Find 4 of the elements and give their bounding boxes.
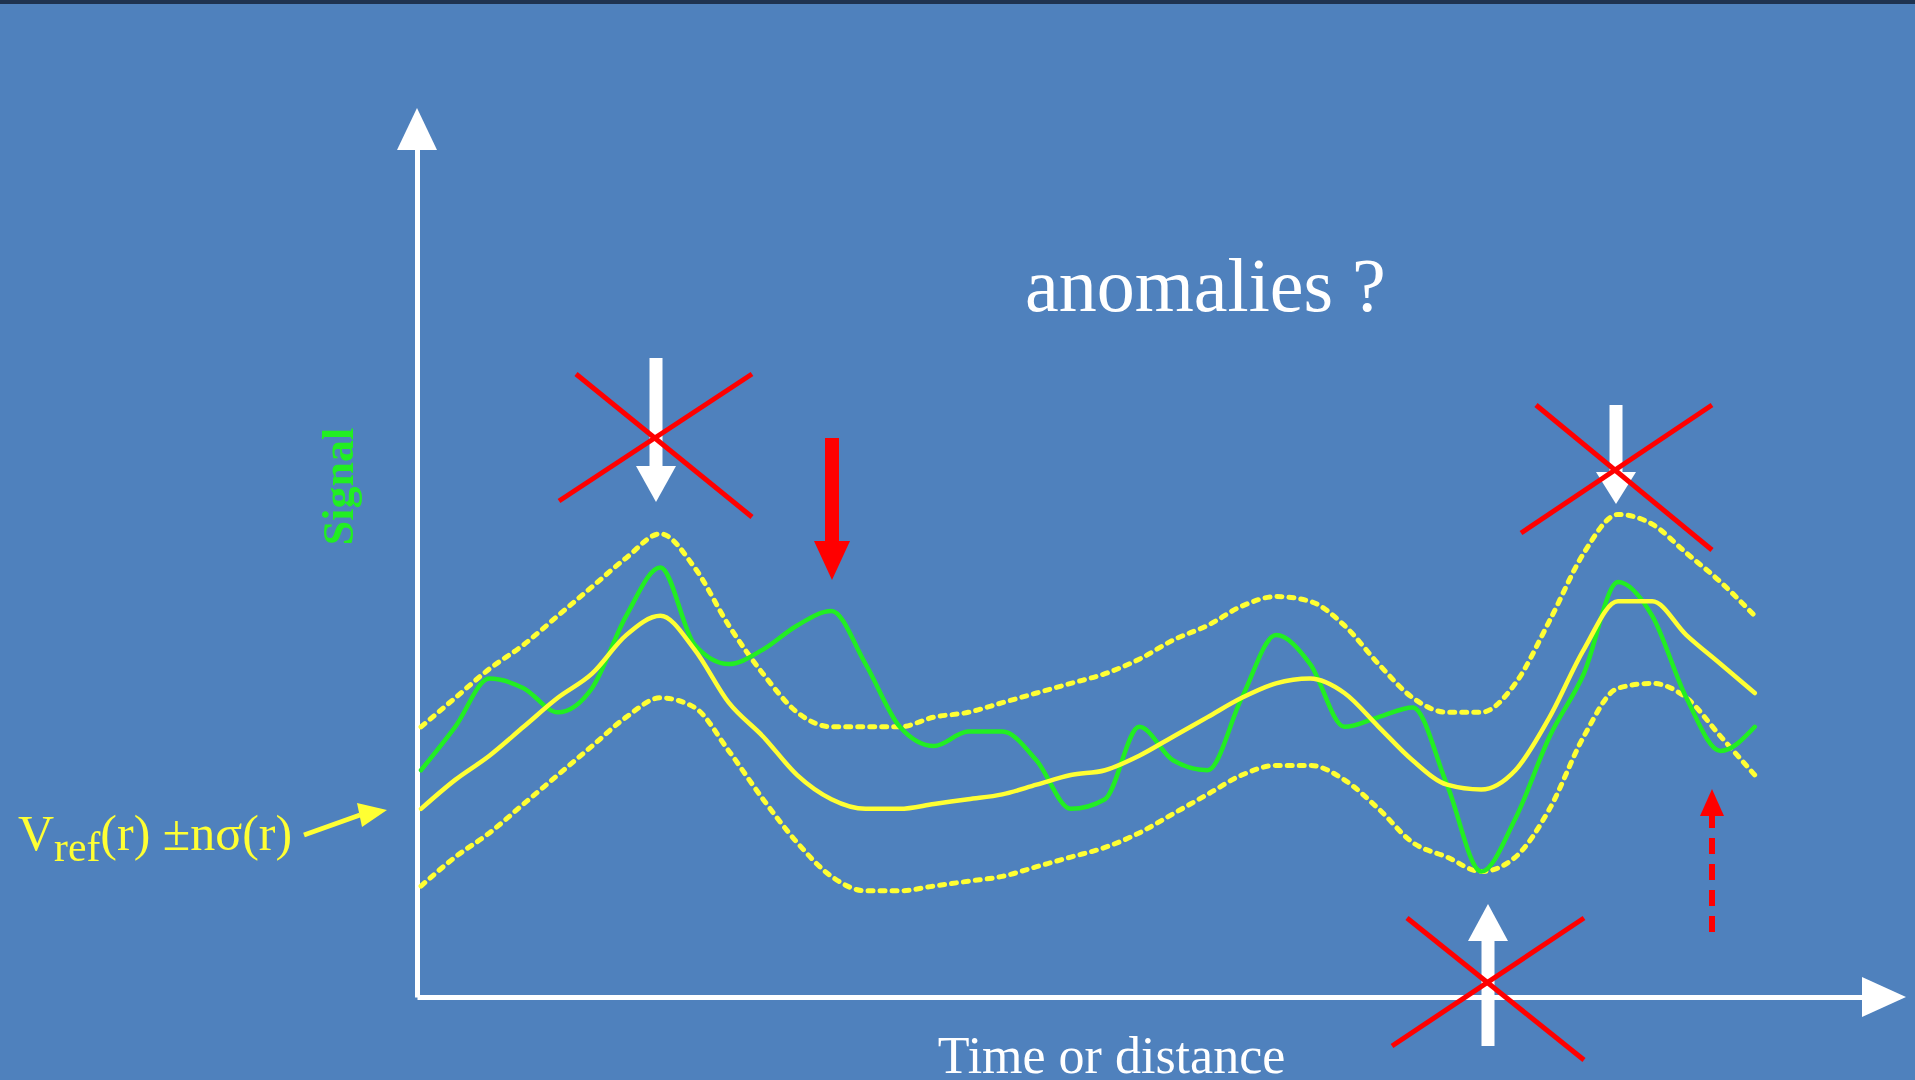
x-axis-title: Time or distance [937, 1026, 1286, 1080]
y-axis-title: Signal [313, 427, 363, 546]
text: anomalies ? [1025, 242, 1386, 329]
text: V$_{ref}$(r) ±nσ(r) [18, 804, 293, 871]
